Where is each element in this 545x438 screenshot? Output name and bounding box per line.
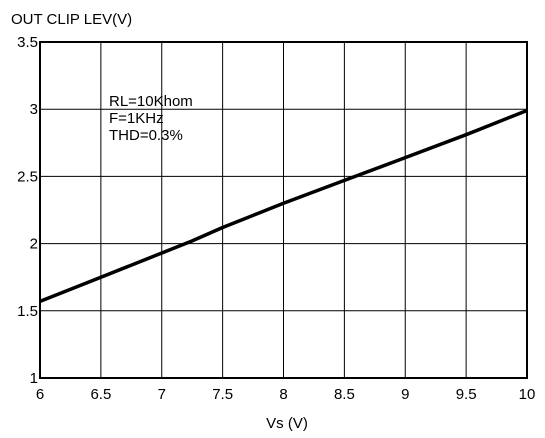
y-tick-label: 3.5: [17, 34, 38, 51]
x-tick-label: 10: [519, 386, 536, 403]
x-tick-label: 8: [279, 386, 287, 403]
x-axis-title: Vs (V): [266, 415, 308, 432]
x-tick-label: 7.5: [212, 386, 233, 403]
plot-frame: [39, 41, 528, 379]
y-axis-title: OUT CLIP LEV(V): [11, 11, 132, 28]
x-tick-label: 9.5: [456, 386, 477, 403]
y-tick-label: 1.5: [17, 303, 38, 320]
x-tick-label: 8.5: [334, 386, 355, 403]
y-tick-label: 2.5: [17, 168, 38, 185]
x-tick-labels: 6 6.5 7 7.5 8 8.5 9 9.5 10: [36, 386, 536, 403]
x-tick-label: 9: [401, 386, 409, 403]
y-tick-labels: 1 1.5 2 2.5 3 3.5: [17, 34, 38, 387]
annotation-line: THD=0.3%: [109, 127, 183, 144]
y-tick-label: 3: [30, 101, 38, 118]
annotation-line: RL=10Khom: [109, 93, 193, 110]
x-tick-label: 6: [36, 386, 44, 403]
y-tick-label: 1: [30, 370, 38, 387]
annotation-line: F=1KHz: [109, 110, 164, 127]
x-tick-label: 6.5: [90, 386, 111, 403]
grid: [39, 41, 528, 379]
series-line: [39, 108, 528, 304]
series-group: [39, 108, 528, 304]
x-tick-label: 7: [158, 386, 166, 403]
y-tick-label: 2: [30, 236, 38, 253]
